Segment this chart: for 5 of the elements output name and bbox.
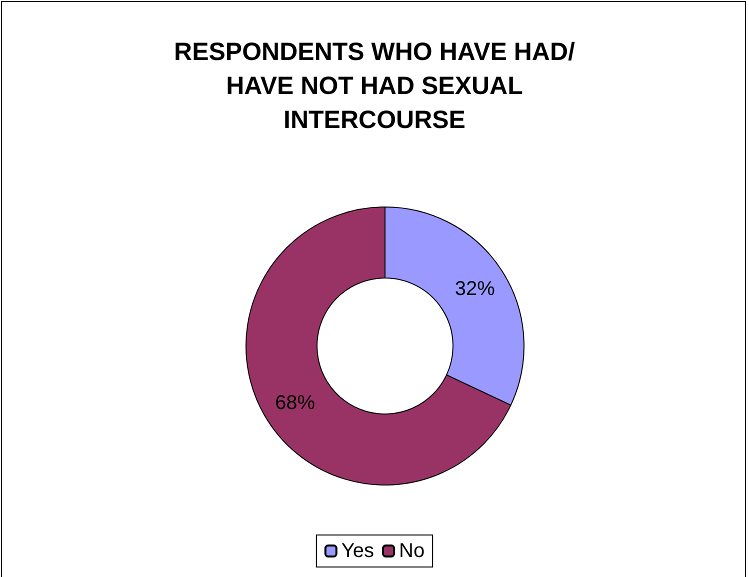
legend-label: No [399,540,425,562]
chart-title: RESPONDENTS WHO HAVE HAD/ HAVE NOT HAD SEXUAL INTERCOURSE [174,38,576,134]
legend-label: Yes [341,540,374,562]
data-label: 32% [454,278,496,300]
data-label: 68% [275,392,316,414]
